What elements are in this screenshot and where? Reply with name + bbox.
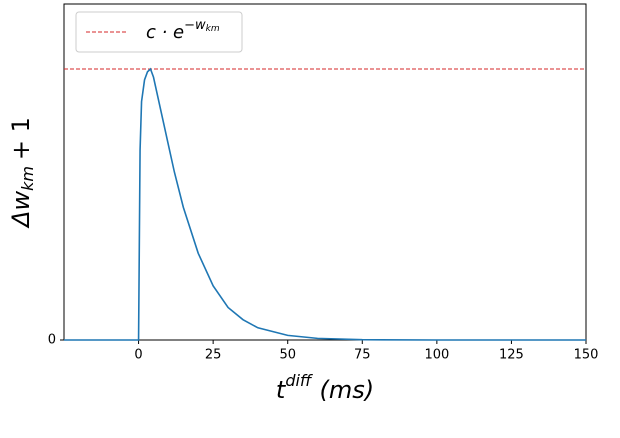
y-tick-label: 0	[48, 333, 56, 348]
x-tick-label: 125	[499, 348, 524, 363]
x-label-after: (ms)	[319, 376, 374, 404]
y-label-after: + 1	[7, 117, 35, 160]
series-line	[64, 67, 586, 341]
legend-sup-sub: km	[206, 24, 220, 34]
x-label-text: t	[276, 376, 287, 404]
legend-label: c · e−wkm	[146, 18, 220, 44]
x-axis-label: tdiff (ms)	[276, 371, 374, 405]
x-tick-label: 100	[424, 348, 449, 363]
legend-box	[75, 11, 243, 53]
y-label-sub: km	[18, 166, 37, 191]
y-axis-label: Δwkm + 1	[7, 117, 37, 229]
legend-sup: −w	[184, 18, 206, 33]
x-tick-label: 150	[574, 348, 599, 363]
plot-frame	[63, 3, 587, 341]
legend-text: c · e	[146, 22, 184, 43]
x-tick-label: 75	[354, 348, 371, 363]
x-tick-label: 50	[279, 348, 296, 363]
x-tick-label: 25	[205, 348, 222, 363]
x-tick-label: 0	[134, 348, 142, 363]
x-label-sup: diff	[285, 371, 314, 390]
y-label-text: Δw	[7, 191, 35, 229]
